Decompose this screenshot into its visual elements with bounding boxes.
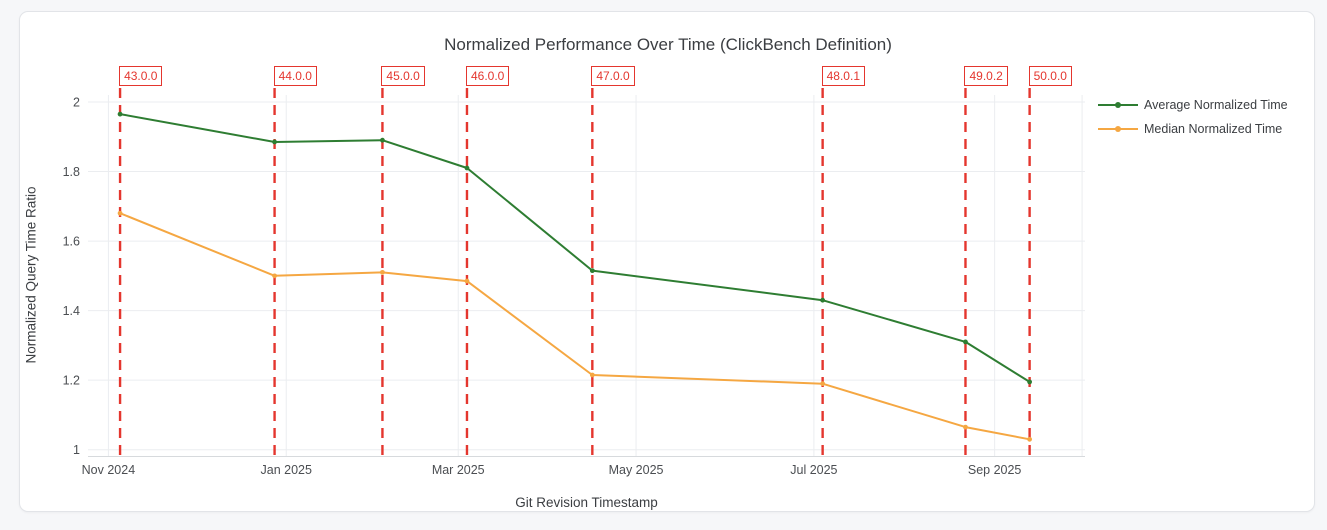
data-point-marker[interactable] [464,165,470,171]
y-axis-title: Normalized Query Time Ratio [23,186,39,364]
data-point-marker[interactable] [820,297,826,303]
data-point-marker[interactable] [117,210,123,216]
data-point-marker[interactable] [272,139,277,145]
data-point-marker[interactable] [380,269,385,275]
x-tick-label: May 2025 [609,463,664,477]
y-tick-label: 1 [73,443,80,457]
legend-line-swatch [1098,102,1138,108]
data-point-marker[interactable] [589,372,595,378]
x-tick-label: Nov 2024 [82,463,136,477]
version-label: 44.0.0 [273,66,317,86]
version-label: 46.0.0 [465,66,510,86]
x-axis-title: Git Revision Timestamp [515,495,658,510]
series-line[interactable] [119,113,1031,383]
data-point-marker[interactable] [464,278,470,284]
legend-label: Median Normalized Time [1144,122,1283,136]
version-label: 43.0.0 [119,66,163,86]
legend-item[interactable]: Median Normalized Time [1098,117,1288,141]
legend-line-swatch [1098,126,1138,132]
y-tick-label: 1.4 [63,304,80,318]
legend-label: Average Normalized Time [1144,98,1288,112]
version-label: 50.0.0 [1028,66,1072,86]
legend: Average Normalized Time Median Normalized… [1098,93,1288,141]
data-point-marker[interactable] [1027,436,1033,442]
version-label: 47.0.0 [591,66,635,86]
chart-title: Normalized Performance Over Time (ClickB… [444,35,892,54]
data-point-marker[interactable] [820,381,826,387]
x-tick-label: Jan 2025 [261,463,312,477]
x-tick-label: Sep 2025 [968,463,1022,477]
y-tick-label: 1.6 [63,235,80,249]
data-point-marker[interactable] [963,424,968,430]
x-tick-label: Mar 2025 [432,463,485,477]
data-point-marker[interactable] [380,137,385,143]
version-label: 49.0.2 [964,66,1008,86]
y-tick-label: 1.2 [63,374,80,388]
chart-card [19,11,1315,512]
data-point-marker[interactable] [1027,379,1033,385]
data-point-marker[interactable] [117,111,123,117]
version-label: 45.0.0 [381,66,425,86]
data-point-marker[interactable] [963,339,968,345]
version-label: 48.0.1 [821,66,865,86]
legend-item[interactable]: Average Normalized Time [1098,93,1288,117]
series-line[interactable] [119,212,1031,441]
data-point-marker[interactable] [272,273,277,279]
y-tick-label: 2 [73,95,80,109]
data-point-marker[interactable] [589,268,595,274]
y-tick-label: 1.8 [63,165,80,179]
x-tick-label: Jul 2025 [790,463,837,477]
